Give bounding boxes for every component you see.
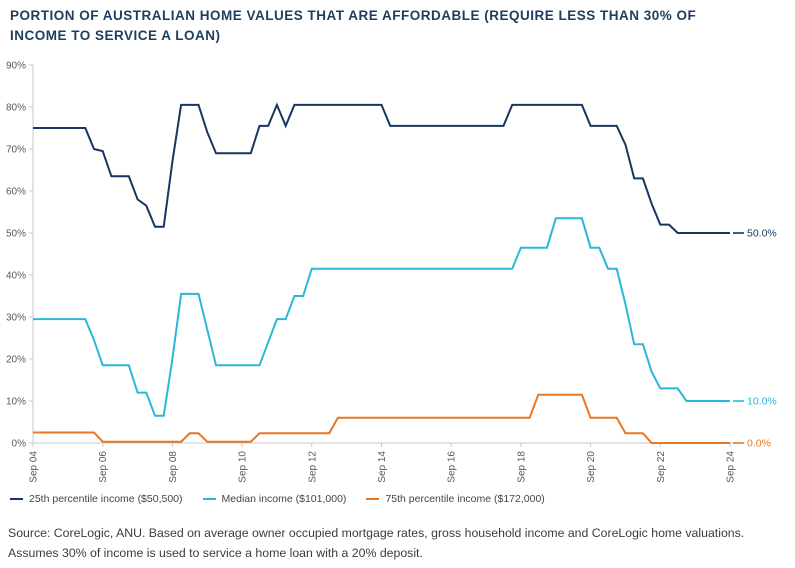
legend-dash-icon (10, 497, 23, 501)
x-tick-label: Sep 16 (447, 451, 458, 483)
y-tick-label: 10% (6, 397, 26, 408)
legend-label: 25th percentile income ($50,500) (29, 493, 183, 505)
x-tick-label: Sep 04 (29, 451, 40, 483)
x-tick-label: Sep 22 (656, 451, 667, 483)
y-tick-label: 90% (6, 61, 26, 72)
x-tick-label: Sep 06 (98, 451, 109, 483)
y-tick-label: 40% (6, 271, 26, 282)
y-tick-label: 50% (6, 229, 26, 240)
legend-item-2: 75th percentile income ($172,000) (366, 493, 545, 505)
legend-label: Median income ($101,000) (221, 493, 347, 505)
y-tick-label: 80% (6, 103, 26, 114)
chart-title: PORTION OF AUSTRALIAN HOME VALUES THAT A… (10, 8, 697, 44)
series-end-label-1: 10.0% (747, 396, 777, 408)
x-tick-label: Sep 12 (307, 451, 318, 483)
series-end-label-0: 50.0% (747, 228, 777, 240)
y-tick-label: 70% (6, 145, 26, 156)
y-tick-label: 30% (6, 313, 26, 324)
x-tick-label: Sep 14 (377, 451, 388, 483)
y-tick-label: 20% (6, 355, 26, 366)
series-line-1 (33, 217, 730, 417)
series-end-label-2: 0.0% (747, 438, 771, 450)
series-line-2 (33, 393, 730, 444)
series-line-0 (33, 102, 730, 234)
x-tick-label: Sep 18 (516, 451, 527, 483)
x-tick-label: Sep 08 (168, 451, 179, 483)
legend-dash-icon (366, 497, 380, 501)
x-tick-label: Sep 24 (726, 451, 737, 483)
legend: 25th percentile income ($50,500) Median i… (10, 493, 565, 505)
chart-canvas: 0% 10% 20% 30% 40% 50% 60% 70% 80% 90% Sep 04 Sep 0… (6, 61, 777, 483)
x-tick-label: Sep 20 (586, 451, 597, 483)
legend-item-0: 25th percentile income ($50,500) (10, 493, 183, 505)
x-tick-label: Sep 10 (238, 451, 249, 483)
legend-dash-icon (202, 497, 216, 501)
y-tick-label: 0% (12, 439, 27, 450)
source-note: Source: CoreLogic, ANU. Based on average… (8, 526, 745, 560)
y-tick-label: 60% (6, 187, 26, 198)
legend-label: 75th percentile income ($172,000) (385, 493, 545, 505)
legend-item-1: Median income ($101,000) (202, 493, 347, 505)
